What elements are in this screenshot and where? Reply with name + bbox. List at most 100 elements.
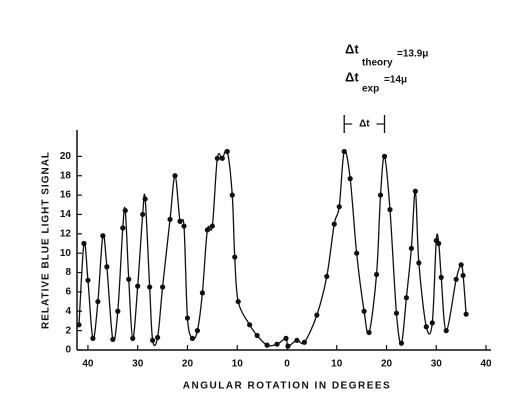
data-point xyxy=(76,322,82,328)
data-point xyxy=(232,254,238,260)
data-point xyxy=(354,250,360,256)
data-point xyxy=(177,218,183,224)
data-point xyxy=(194,328,201,334)
data-point xyxy=(294,337,300,343)
annotation-text: =13.9μ xyxy=(397,49,428,60)
annotation-sub: theory xyxy=(362,58,393,69)
data-point xyxy=(443,328,449,334)
data-point xyxy=(387,207,393,213)
data-point xyxy=(324,273,330,280)
data-point xyxy=(85,277,91,283)
data-point xyxy=(416,260,422,266)
data-point xyxy=(90,335,96,341)
data-point xyxy=(331,221,337,227)
data-point xyxy=(381,153,388,159)
x-tick-label: 0 xyxy=(284,359,290,370)
data-point xyxy=(347,176,353,182)
data-point xyxy=(412,188,418,194)
data-point xyxy=(155,334,161,341)
data-point xyxy=(122,207,128,214)
data-point xyxy=(184,315,191,321)
x-axis-label: ANGULAR ROTATION IN DEGREES xyxy=(183,381,391,392)
data-point xyxy=(120,225,126,231)
y-tick-label: 16 xyxy=(60,190,72,201)
data-point xyxy=(135,283,141,289)
data-point xyxy=(283,335,289,341)
data-point xyxy=(361,308,367,314)
data-point xyxy=(463,311,469,317)
y-tick-label: 20 xyxy=(60,151,72,162)
y-tick-label: 2 xyxy=(65,325,71,336)
data-point xyxy=(436,240,442,247)
data-point xyxy=(95,298,101,305)
y-tick-label: 10 xyxy=(60,248,72,259)
data-point xyxy=(181,223,187,229)
data-point xyxy=(336,204,342,210)
data-point xyxy=(403,295,410,301)
data-point xyxy=(224,148,230,155)
data-point xyxy=(373,271,380,278)
y-tick-label: 4 xyxy=(65,306,71,317)
data-point xyxy=(214,155,220,161)
x-tick-label: 20 xyxy=(381,359,393,370)
annotation-sub: exp xyxy=(362,84,379,95)
data-point xyxy=(140,211,146,218)
data-point xyxy=(126,276,132,282)
data-point xyxy=(408,245,414,251)
data-point xyxy=(199,290,205,296)
data-point xyxy=(398,340,405,346)
data-point xyxy=(393,310,400,316)
data-point xyxy=(377,192,384,198)
data-point xyxy=(100,233,106,239)
annotation-symbol: Δt xyxy=(345,69,359,84)
annotation-symbol: Δt xyxy=(345,41,359,56)
data-point xyxy=(301,339,308,345)
data-point xyxy=(453,276,459,282)
x-tick-label: 40 xyxy=(480,359,492,370)
data-point xyxy=(341,148,347,155)
y-tick-label: 8 xyxy=(65,267,71,278)
x-tick-label: 40 xyxy=(82,359,94,370)
data-point xyxy=(235,298,241,305)
y-tick-label: 12 xyxy=(60,228,72,239)
x-tick-label: 10 xyxy=(232,359,244,370)
data-point xyxy=(366,329,372,336)
data-point xyxy=(130,335,136,341)
data-point xyxy=(81,240,87,247)
data-point xyxy=(167,216,173,222)
data-point xyxy=(110,336,116,342)
data-point xyxy=(274,341,280,347)
data-point xyxy=(147,284,153,290)
data-point xyxy=(314,312,320,318)
data-point xyxy=(142,196,148,202)
data-point xyxy=(254,332,260,339)
data-point xyxy=(115,308,121,314)
data-point xyxy=(209,223,215,229)
data-point xyxy=(104,264,110,270)
data-point xyxy=(429,320,435,326)
data-point xyxy=(159,284,166,290)
data-point xyxy=(423,324,429,330)
data-point xyxy=(219,155,225,161)
data-point xyxy=(460,272,466,279)
data-point xyxy=(172,173,178,179)
data-point xyxy=(285,343,291,349)
y-tick-label: 18 xyxy=(60,170,72,181)
y-axis-label: RELATIVE BLUE LIGHT SIGNAL xyxy=(41,151,52,329)
x-tick-label: 30 xyxy=(132,359,144,370)
data-point xyxy=(264,342,270,348)
x-tick-label: 10 xyxy=(331,359,343,370)
data-point xyxy=(150,337,156,343)
x-tick-label: 20 xyxy=(182,359,194,370)
x-tick-label: 30 xyxy=(431,359,443,370)
data-point xyxy=(229,192,235,198)
fit-curve xyxy=(78,149,467,347)
y-tick-label: 6 xyxy=(65,287,71,298)
data-point xyxy=(204,227,210,233)
data-point xyxy=(438,274,444,280)
data-point xyxy=(458,262,464,268)
annotation-text: =14μ xyxy=(384,75,407,86)
y-tick-label: 14 xyxy=(60,209,72,220)
data-point xyxy=(189,335,196,341)
